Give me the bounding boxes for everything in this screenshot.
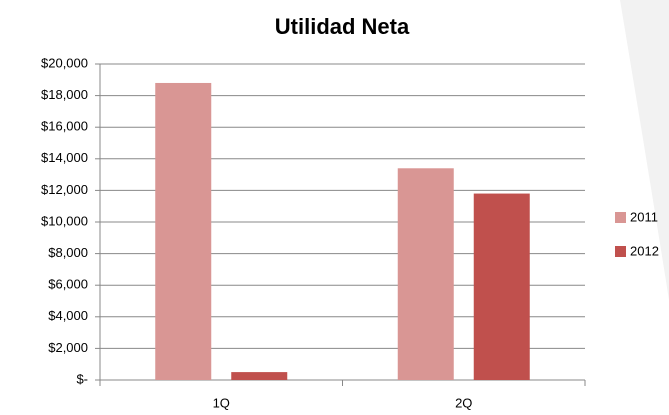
- y-tick-label: $10,000: [41, 213, 88, 228]
- y-tick-label: $14,000: [41, 150, 88, 165]
- x-tick-label: 1Q: [213, 395, 230, 410]
- y-tick-label: $8,000: [48, 245, 88, 260]
- legend-swatch: [615, 246, 626, 257]
- bar: [231, 372, 288, 380]
- y-tick-label: $-: [76, 371, 88, 386]
- y-tick-label: $16,000: [41, 119, 88, 134]
- y-tick-label: $12,000: [41, 182, 88, 197]
- x-tick-label: 2Q: [455, 395, 472, 410]
- chart-title: Utilidad Neta: [275, 14, 410, 39]
- legend-swatch: [615, 212, 626, 223]
- legend-label: 2011: [630, 209, 658, 224]
- bar: [397, 168, 454, 380]
- y-tick-label: $6,000: [48, 277, 88, 292]
- bar: [155, 82, 212, 381]
- y-tick-label: $18,000: [41, 87, 88, 102]
- legend-label: 2012: [630, 243, 659, 258]
- watermark: [620, 0, 669, 300]
- y-tick-label: $2,000: [48, 340, 88, 355]
- bar: [473, 193, 530, 380]
- y-tick-label: $20,000: [41, 55, 88, 70]
- y-tick-label: $4,000: [48, 308, 88, 323]
